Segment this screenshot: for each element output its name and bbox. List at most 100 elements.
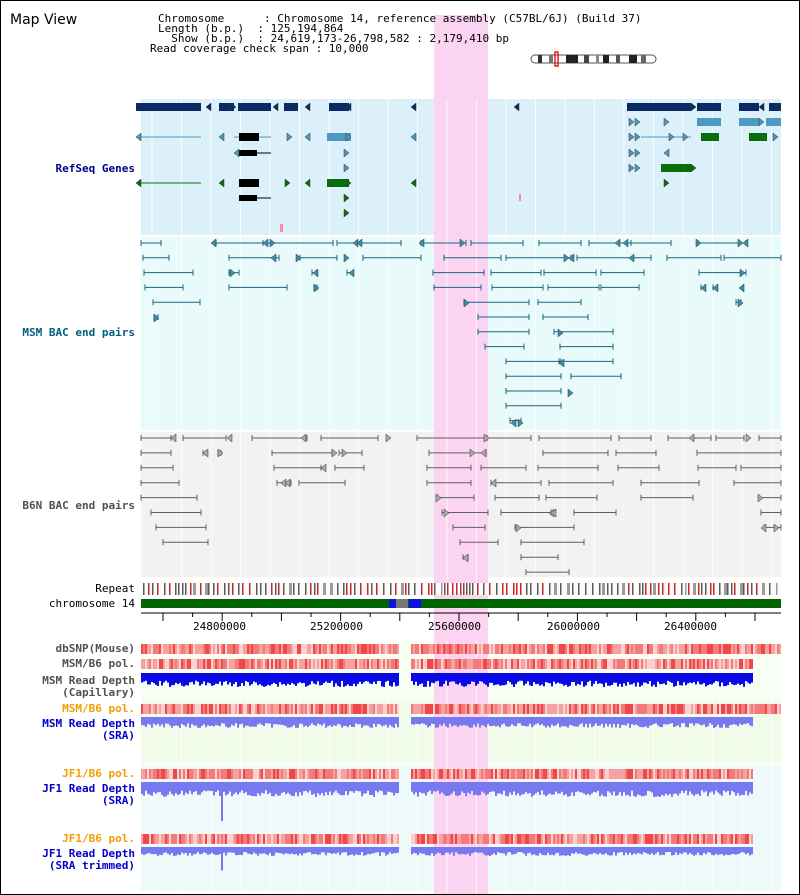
polymorphism-cell bbox=[227, 834, 229, 844]
read-depth-bar bbox=[625, 717, 627, 726]
polymorphism-cell bbox=[301, 659, 303, 669]
polymorphism-cell bbox=[595, 644, 597, 654]
polymorphism-cell bbox=[165, 834, 167, 844]
polymorphism-cell bbox=[285, 834, 287, 844]
polymorphism-cell bbox=[311, 704, 313, 714]
polymorphism-cell bbox=[271, 769, 273, 779]
polymorphism-cell bbox=[517, 644, 519, 654]
read-depth-bar bbox=[353, 717, 355, 727]
polymorphism-cell bbox=[599, 644, 601, 654]
gene-arrow bbox=[772, 132, 779, 142]
read-depth-bar bbox=[543, 782, 545, 795]
track-label-jf1-pol[interactable]: JF1/B6 pol. bbox=[62, 767, 135, 780]
polymorphism-cell bbox=[513, 769, 515, 779]
polymorphism-cell bbox=[709, 644, 711, 654]
read-depth-bar bbox=[259, 782, 261, 796]
track-label-jf1-pol2[interactable]: JF1/B6 pol. bbox=[62, 832, 135, 845]
read-depth-bar bbox=[253, 717, 255, 727]
read-depth-bar bbox=[583, 673, 585, 687]
polymorphism-cell bbox=[501, 659, 503, 669]
repeat-mark bbox=[190, 583, 192, 595]
read-depth-bar bbox=[431, 717, 433, 724]
read-depth-bar bbox=[235, 847, 237, 856]
read-depth-bar bbox=[273, 782, 275, 797]
polymorphism-cell bbox=[423, 704, 425, 714]
track-label-refseq[interactable]: RefSeq Genes bbox=[55, 162, 135, 175]
read-depth-bar bbox=[371, 673, 373, 685]
read-depth-bar bbox=[455, 847, 457, 853]
polymorphism-cell bbox=[471, 769, 473, 779]
read-depth-bar bbox=[385, 673, 387, 682]
read-depth-bar bbox=[389, 847, 391, 853]
read-depth-bar bbox=[643, 673, 645, 683]
polymorphism-cell bbox=[213, 644, 215, 654]
read-depth-bar bbox=[527, 673, 529, 682]
read-depth-bar bbox=[541, 673, 543, 685]
polymorphism-cell bbox=[331, 659, 333, 669]
polymorphism-cell bbox=[655, 834, 657, 844]
polymorphism-cell bbox=[307, 769, 309, 779]
read-depth-bar bbox=[477, 673, 479, 684]
polymorphism-cell bbox=[591, 704, 593, 714]
read-depth-bar bbox=[719, 847, 721, 855]
read-depth-bar bbox=[567, 782, 569, 797]
polymorphism-cell bbox=[185, 644, 187, 654]
polymorphism-cell bbox=[293, 704, 295, 714]
track-label-jf1-trim-1[interactable]: JF1 Read Depth bbox=[42, 847, 135, 860]
read-depth-bar bbox=[295, 673, 297, 686]
read-depth-bar bbox=[415, 673, 417, 682]
polymorphism-cell bbox=[179, 644, 181, 654]
polymorphism-cell bbox=[235, 704, 237, 714]
track-label-msm-sra-1[interactable]: MSM Read Depth bbox=[42, 717, 135, 730]
polymorphism-cell bbox=[657, 659, 659, 669]
read-depth-bar bbox=[331, 847, 333, 855]
polymorphism-cell bbox=[161, 769, 163, 779]
polymorphism-cell bbox=[221, 769, 223, 779]
polymorphism-cell bbox=[431, 659, 433, 669]
polymorphism-cell bbox=[255, 659, 257, 669]
polymorphism-cell bbox=[565, 834, 567, 844]
read-depth-bar bbox=[419, 717, 421, 725]
read-depth-bar bbox=[417, 782, 419, 797]
polymorphism-cell bbox=[635, 659, 637, 669]
track-label-dbsnp[interactable]: dbSNP(Mouse) bbox=[55, 642, 135, 655]
read-depth-bar bbox=[321, 782, 323, 794]
track-label-msm-cap-1[interactable]: MSM Read Depth bbox=[42, 674, 135, 687]
read-depth-bar bbox=[219, 717, 221, 727]
read-depth-bar bbox=[523, 782, 525, 795]
read-depth-bar bbox=[187, 717, 189, 724]
polymorphism-cell bbox=[365, 769, 367, 779]
track-label-jf1-sra-1[interactable]: JF1 Read Depth bbox=[42, 782, 135, 795]
read-depth-bar bbox=[527, 782, 529, 794]
read-depth-bar bbox=[621, 717, 623, 725]
polymorphism-cell bbox=[297, 644, 299, 654]
polymorphism-cell bbox=[217, 834, 219, 844]
polymorphism-cell bbox=[479, 659, 481, 669]
polymorphism-cell bbox=[613, 834, 615, 844]
polymorphism-cell bbox=[563, 704, 565, 714]
read-depth-bar bbox=[395, 673, 397, 687]
read-depth-bar bbox=[363, 673, 365, 683]
read-depth-bar bbox=[499, 717, 501, 728]
read-depth-bar bbox=[481, 673, 483, 682]
polymorphism-cell bbox=[735, 704, 737, 714]
polymorphism-cell bbox=[617, 769, 619, 779]
track-label-msm-bac[interactable]: MSM BAC end pairs bbox=[22, 326, 135, 339]
track-label-repeat[interactable]: Repeat bbox=[95, 582, 135, 595]
read-depth-bar bbox=[411, 782, 413, 792]
polymorphism-cell bbox=[529, 659, 531, 669]
polymorphism-cell bbox=[305, 644, 307, 654]
polymorphism-cell bbox=[769, 644, 771, 654]
track-label-msm-pol2[interactable]: MSM/B6 pol. bbox=[62, 702, 135, 715]
track-label-msm-pol[interactable]: MSM/B6 pol. bbox=[62, 657, 135, 670]
read-depth-bar bbox=[237, 717, 239, 728]
read-depth-bar bbox=[167, 717, 169, 724]
track-label-b6n-bac[interactable]: B6N BAC end pairs bbox=[22, 499, 135, 512]
read-depth-bar bbox=[485, 847, 487, 856]
read-depth-bar bbox=[367, 717, 369, 726]
read-depth-bar bbox=[393, 782, 395, 796]
polymorphism-cell bbox=[525, 769, 527, 779]
polymorphism-cell bbox=[195, 659, 197, 669]
polymorphism-cell bbox=[455, 644, 457, 654]
